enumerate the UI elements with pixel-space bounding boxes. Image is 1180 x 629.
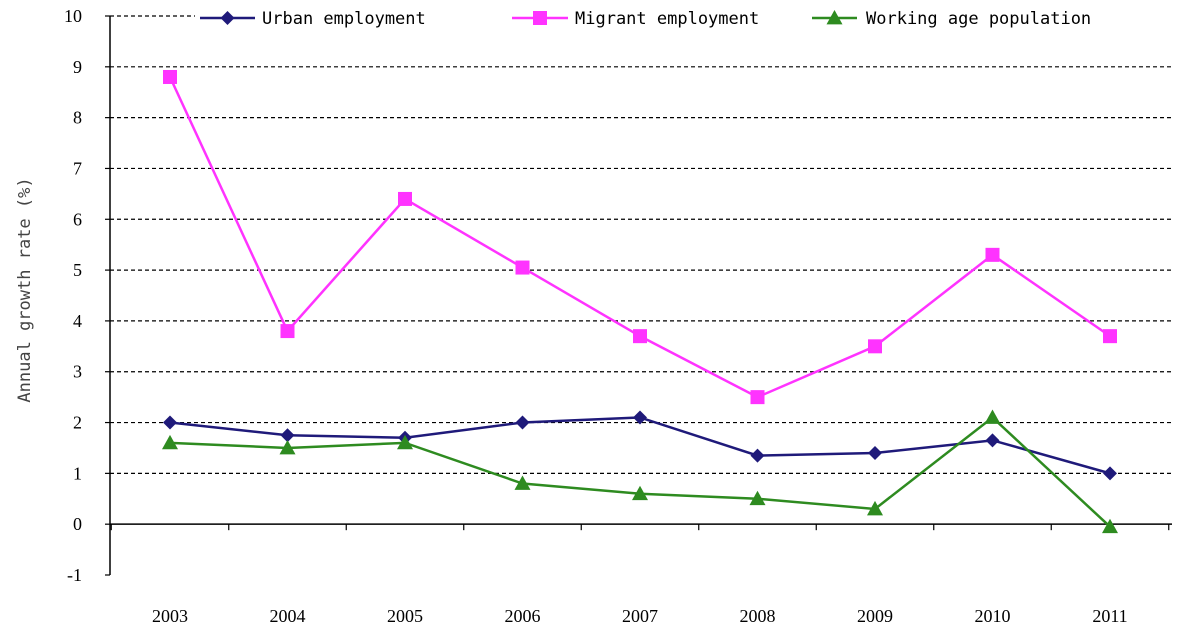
data-point-urban-employment-2009 [868, 446, 882, 461]
data-point-migrant-employment-2003 [163, 69, 177, 84]
series-line-working-age-population [169, 415, 1111, 528]
x-tick-label-2007: 2007 [622, 606, 658, 626]
legend-label-migrant-employment: Migrant employment [575, 9, 759, 29]
y-tick-label: 3 [73, 362, 82, 382]
x-tick-label-2006: 2006 [505, 606, 541, 626]
y-axis-label: Annual growth rate (%) [15, 177, 35, 402]
data-point-working-age-population-2011 [1102, 518, 1118, 534]
series-layer [162, 69, 1118, 534]
series-line-urban-employment [169, 416, 1111, 475]
data-point-urban-employment-2011 [1103, 466, 1117, 481]
legend-item-urban-employment: Urban employment [200, 9, 426, 29]
x-tick-label-2004: 2004 [270, 606, 306, 626]
series-line-migrant-employment [168, 76, 1111, 399]
data-point-urban-employment-2006 [515, 415, 530, 430]
x-tick-label-2003: 2003 [152, 606, 188, 626]
data-point-urban-employment-2008 [750, 448, 765, 463]
data-point-working-age-population-2003 [162, 434, 178, 450]
y-tick-label: 7 [73, 158, 82, 178]
data-point-migrant-employment-2008 [750, 390, 765, 405]
data-point-migrant-employment-2006 [515, 260, 530, 275]
data-point-migrant-employment-2007 [633, 329, 647, 344]
legend-marker-urban-employment [220, 11, 235, 25]
grid-lines [110, 15, 1172, 474]
y-tick-label: 0 [73, 514, 82, 534]
y-tick-label: 4 [73, 311, 82, 331]
legend-marker-migrant-employment [533, 11, 547, 25]
y-tick-label: 9 [73, 57, 82, 77]
legend-item-working-age-population: Working age population [812, 9, 1091, 29]
y-tick-label: 5 [73, 260, 82, 280]
x-tick-label-2011: 2011 [1092, 606, 1127, 626]
y-tick-label: 1 [73, 463, 82, 483]
y-tick-label: 2 [73, 413, 82, 433]
y-tick-label: 6 [73, 209, 82, 229]
data-point-urban-employment-2007 [633, 410, 647, 425]
axes: -1 0 1 2 3 4 5 6 7 8 9 10 2003 2004 2005 2006 2007 2008 20… [64, 6, 1172, 626]
legend-marker-working-age-population [826, 10, 843, 25]
data-point-migrant-employment-2011 [1103, 329, 1117, 344]
data-point-working-age-population-2008 [749, 490, 766, 506]
x-tick-label-2009: 2009 [857, 606, 893, 626]
legend-label-urban-employment: Urban employment [262, 9, 426, 29]
legend-item-migrant-employment: Migrant employment [512, 9, 759, 29]
series-migrant-employment [163, 69, 1117, 405]
data-point-migrant-employment-2004 [280, 324, 295, 339]
x-tick-label-2005: 2005 [387, 606, 423, 626]
data-point-migrant-employment-2005 [398, 191, 412, 206]
data-point-working-age-population-2007 [632, 485, 648, 501]
data-point-urban-employment-2010 [985, 433, 1000, 448]
data-point-working-age-population-2004 [279, 439, 296, 455]
data-point-working-age-population-2005 [397, 434, 413, 450]
y-tick-label: -1 [67, 565, 82, 585]
legend-label-working-age-population: Working age population [866, 9, 1091, 29]
data-point-migrant-employment-2010 [985, 247, 1000, 262]
data-point-working-age-population-2006 [514, 475, 531, 490]
data-point-working-age-population-2009 [867, 500, 883, 516]
data-point-urban-employment-2004 [280, 428, 295, 443]
x-tick-label-2008: 2008 [740, 606, 776, 626]
series-urban-employment [163, 410, 1117, 481]
y-tick-label: 10 [64, 6, 82, 26]
legend-background [195, 2, 1175, 32]
data-point-migrant-employment-2009 [868, 339, 882, 354]
series-working-age-population [162, 409, 1118, 534]
legend: Urban employment Migrant employment Workin… [195, 2, 1175, 32]
data-point-working-age-population-2010 [984, 409, 1001, 424]
data-point-urban-employment-2003 [163, 415, 177, 430]
y-tick-label: 8 [73, 108, 82, 128]
x-tick-label-2010: 2010 [975, 606, 1011, 626]
